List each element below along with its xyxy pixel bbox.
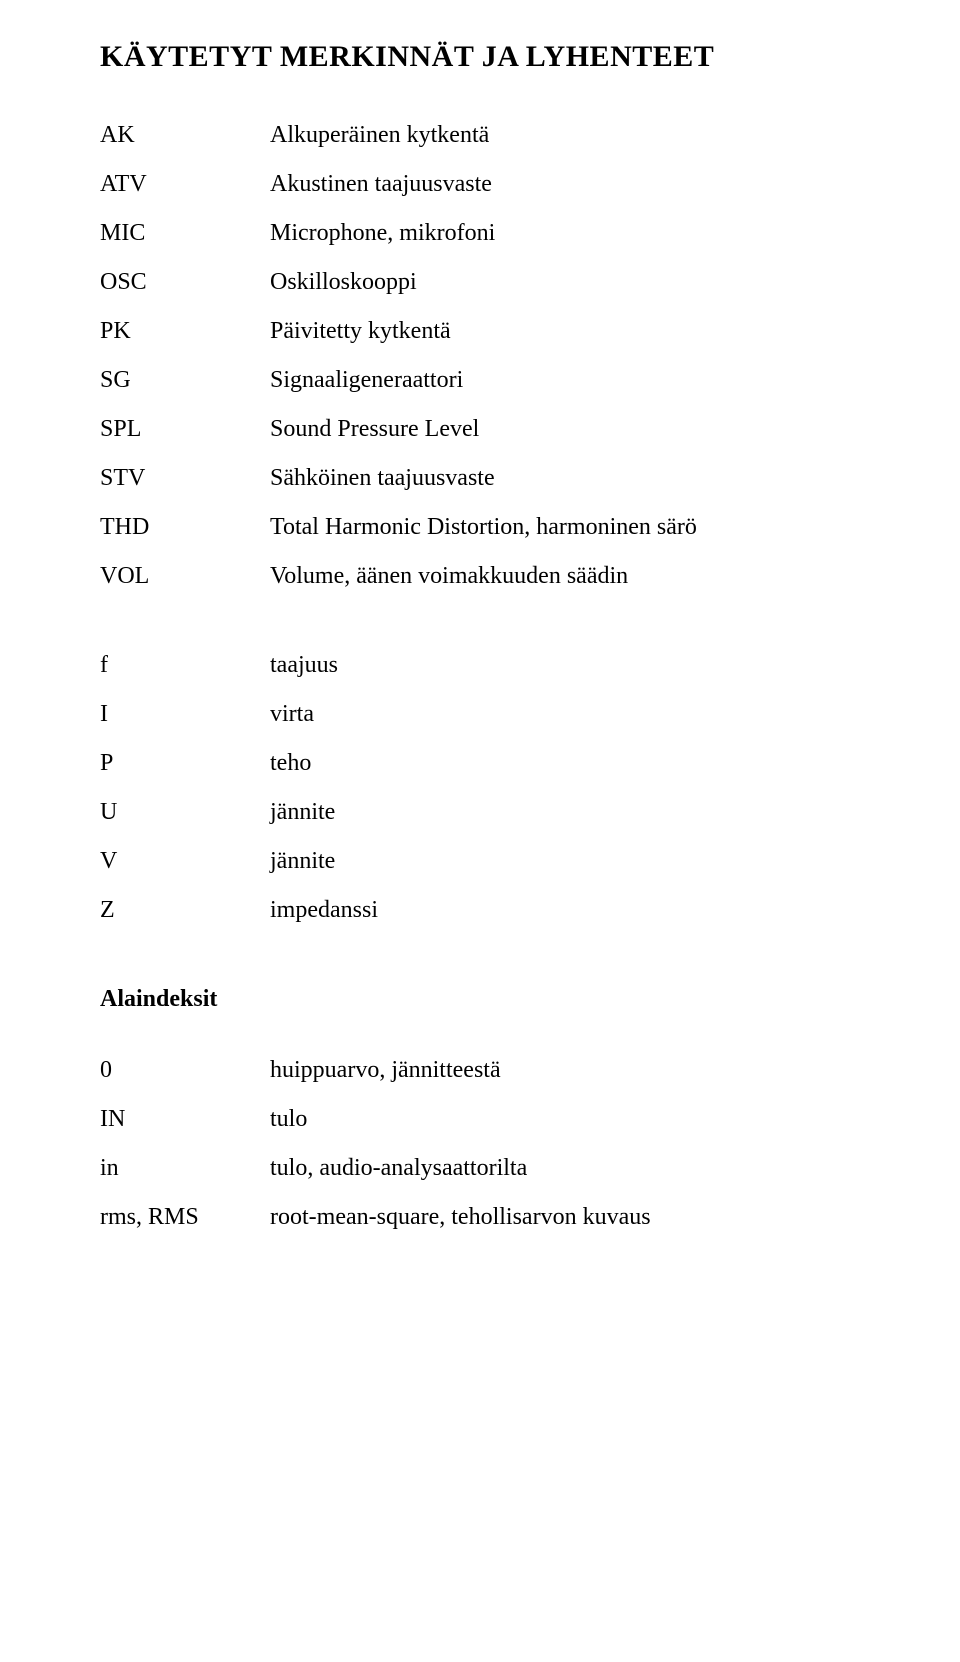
abbr-value: Akustinen taajuusvaste: [270, 171, 697, 220]
abbr-key: THD: [100, 514, 270, 563]
table-row: rms, RMS root-mean-square, tehollisarvon…: [100, 1204, 651, 1253]
table-row: IN tulo: [100, 1106, 651, 1155]
symbol-value: virta: [270, 701, 378, 750]
subindex-key: in: [100, 1155, 270, 1204]
subindex-value: huippuarvo, jännitteestä: [270, 1057, 651, 1106]
table-row: OSC Oskilloskooppi: [100, 269, 697, 318]
page-title: KÄYTETYT MERKINNÄT JA LYHENTEET: [100, 40, 880, 74]
symbol-key: U: [100, 799, 270, 848]
table-row: SPL Sound Pressure Level: [100, 416, 697, 465]
section-gap: [100, 612, 880, 652]
subindex-heading: Alaindeksit: [100, 986, 880, 1013]
table-row: U jännite: [100, 799, 378, 848]
abbr-value: Signaaligeneraattori: [270, 367, 697, 416]
symbol-key: P: [100, 750, 270, 799]
table-row: Z impedanssi: [100, 897, 378, 946]
abbr-value: Oskilloskooppi: [270, 269, 697, 318]
table-row: THD Total Harmonic Distortion, harmonine…: [100, 514, 697, 563]
symbol-key: I: [100, 701, 270, 750]
table-row: I virta: [100, 701, 378, 750]
subindex-key: IN: [100, 1106, 270, 1155]
abbr-key: AK: [100, 122, 270, 171]
abbr-value: Volume, äänen voimakkuuden säädin: [270, 563, 697, 612]
subindex-value: root-mean-square, tehollisarvon kuvaus: [270, 1204, 651, 1253]
table-row: SG Signaaligeneraattori: [100, 367, 697, 416]
table-row: MIC Microphone, mikrofoni: [100, 220, 697, 269]
abbr-key: ATV: [100, 171, 270, 220]
table-row: P teho: [100, 750, 378, 799]
symbol-key: V: [100, 848, 270, 897]
table-row: f taajuus: [100, 652, 378, 701]
symbol-value: impedanssi: [270, 897, 378, 946]
abbreviations-table: AK Alkuperäinen kytkentä ATV Akustinen t…: [100, 122, 697, 612]
symbol-value: jännite: [270, 799, 378, 848]
abbr-value: Päivitetty kytkentä: [270, 318, 697, 367]
table-row: AK Alkuperäinen kytkentä: [100, 122, 697, 171]
subindex-key: rms, RMS: [100, 1204, 270, 1253]
symbol-key: f: [100, 652, 270, 701]
abbr-key: SG: [100, 367, 270, 416]
table-row: ATV Akustinen taajuusvaste: [100, 171, 697, 220]
abbr-key: STV: [100, 465, 270, 514]
abbr-value: Microphone, mikrofoni: [270, 220, 697, 269]
table-row: VOL Volume, äänen voimakkuuden säädin: [100, 563, 697, 612]
subindex-key: 0: [100, 1057, 270, 1106]
abbr-value: Alkuperäinen kytkentä: [270, 122, 697, 171]
abbr-value: Sound Pressure Level: [270, 416, 697, 465]
page: KÄYTETYT MERKINNÄT JA LYHENTEET AK Alkup…: [0, 0, 960, 1313]
abbr-key: MIC: [100, 220, 270, 269]
table-row: V jännite: [100, 848, 378, 897]
symbols-table: f taajuus I virta P teho U jännite V jän…: [100, 652, 378, 946]
abbr-key: SPL: [100, 416, 270, 465]
subindex-value: tulo, audio-analysaattorilta: [270, 1155, 651, 1204]
abbr-key: OSC: [100, 269, 270, 318]
symbol-value: teho: [270, 750, 378, 799]
abbr-value: Sähköinen taajuusvaste: [270, 465, 697, 514]
symbol-value: taajuus: [270, 652, 378, 701]
symbol-value: jännite: [270, 848, 378, 897]
table-row: in tulo, audio-analysaattorilta: [100, 1155, 651, 1204]
abbr-value: Total Harmonic Distortion, harmoninen sä…: [270, 514, 697, 563]
subindex-table: 0 huippuarvo, jännitteestä IN tulo in tu…: [100, 1057, 651, 1253]
symbol-key: Z: [100, 897, 270, 946]
abbr-key: VOL: [100, 563, 270, 612]
table-row: STV Sähköinen taajuusvaste: [100, 465, 697, 514]
subindex-value: tulo: [270, 1106, 651, 1155]
abbr-key: PK: [100, 318, 270, 367]
table-row: PK Päivitetty kytkentä: [100, 318, 697, 367]
table-row: 0 huippuarvo, jännitteestä: [100, 1057, 651, 1106]
